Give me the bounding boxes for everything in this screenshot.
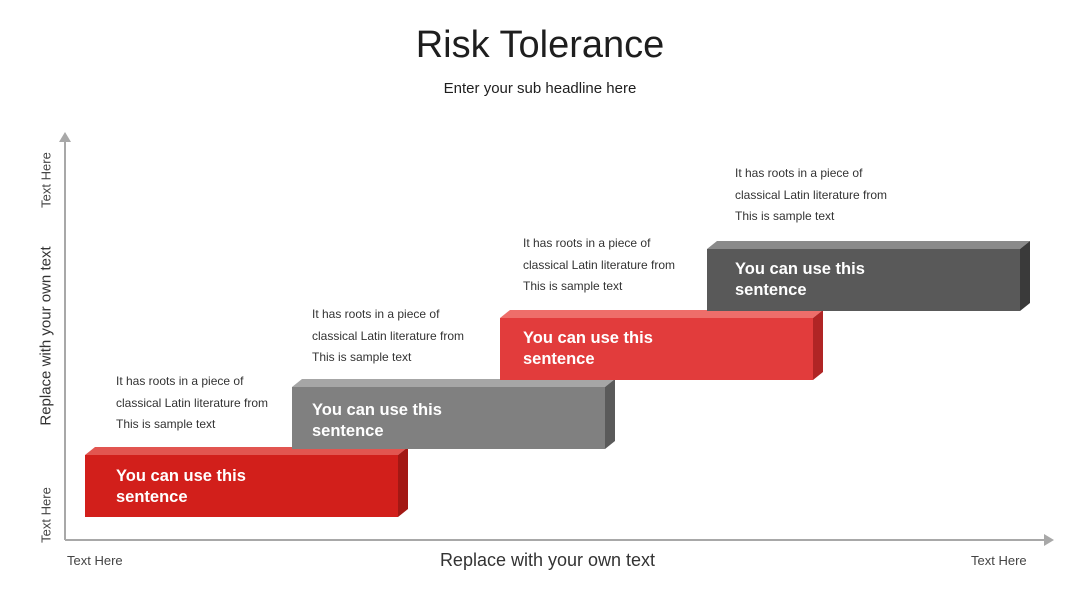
step-1-desc-line3: This is sample text	[116, 417, 216, 431]
step-2-front	[292, 387, 605, 449]
x-axis-title: Replace with your own text	[439, 550, 656, 570]
step-3-desc-line2: classical Latin literature from	[523, 257, 676, 272]
step-4-desc-line2: classical Latin literature from	[735, 187, 888, 202]
step-3-label-line1: You can use this	[523, 329, 653, 347]
step-4-top	[707, 241, 1030, 249]
step-4-desc-line1: It has roots in a piece of	[735, 166, 863, 180]
step-3-desc-line1: It has roots in a piece of	[523, 236, 651, 250]
step-block-3	[500, 310, 823, 380]
step-4-label-line1: You can use this	[735, 260, 865, 278]
step-3-label-line2: sentence	[523, 350, 595, 368]
step-4-description: It has roots in a piece of classical Lat…	[735, 163, 935, 228]
step-3-desc-line3: This is sample text	[523, 279, 623, 293]
step-1-description: It has roots in a piece of classical Lat…	[116, 371, 316, 436]
step-3-front	[500, 318, 813, 380]
step-2-side	[605, 379, 615, 449]
step-block-2	[292, 379, 615, 449]
step-2-label-line2: sentence	[312, 422, 384, 440]
step-2-description: It has roots in a piece of classical Lat…	[312, 304, 512, 369]
step-4-label-line2: sentence	[735, 281, 807, 299]
step-2-desc-line2: classical Latin literature from	[312, 328, 465, 343]
step-2-label: You can use this sentence	[312, 400, 512, 442]
step-2-desc-line1: It has roots in a piece of	[312, 307, 440, 321]
step-4-front	[707, 249, 1020, 311]
x-axis-right-label: Text Here	[971, 553, 1027, 568]
x-axis-left-label: Text Here	[67, 553, 123, 568]
step-3-side	[813, 310, 823, 380]
step-1-label-line1: You can use this	[116, 467, 246, 485]
step-1-desc-line2: classical Latin literature from	[116, 395, 269, 410]
step-4-desc-line3: This is sample text	[735, 209, 835, 223]
step-1-label: You can use this sentence	[116, 466, 316, 508]
y-axis-arrow	[59, 132, 71, 142]
step-2-top	[292, 379, 615, 387]
step-block-1	[85, 447, 408, 517]
page-subtitle: Enter your sub headline here	[443, 80, 637, 97]
step-1-side	[398, 447, 408, 517]
page-title: Risk Tolerance	[415, 24, 665, 66]
step-2-label-line1: You can use this	[312, 401, 442, 419]
step-4-side	[1020, 241, 1030, 311]
step-4-label: You can use this sentence	[735, 259, 935, 301]
step-3-description: It has roots in a piece of classical Lat…	[523, 233, 723, 298]
step-2-desc-line3: This is sample text	[312, 350, 412, 364]
step-3-top	[500, 310, 823, 318]
step-1-label-line2: sentence	[116, 488, 188, 506]
step-block-4	[707, 241, 1030, 311]
step-1-desc-line1: It has roots in a piece of	[116, 374, 244, 388]
x-axis-arrow	[1044, 534, 1054, 546]
step-3-label: You can use this sentence	[523, 328, 723, 370]
step-1-front	[85, 455, 398, 517]
